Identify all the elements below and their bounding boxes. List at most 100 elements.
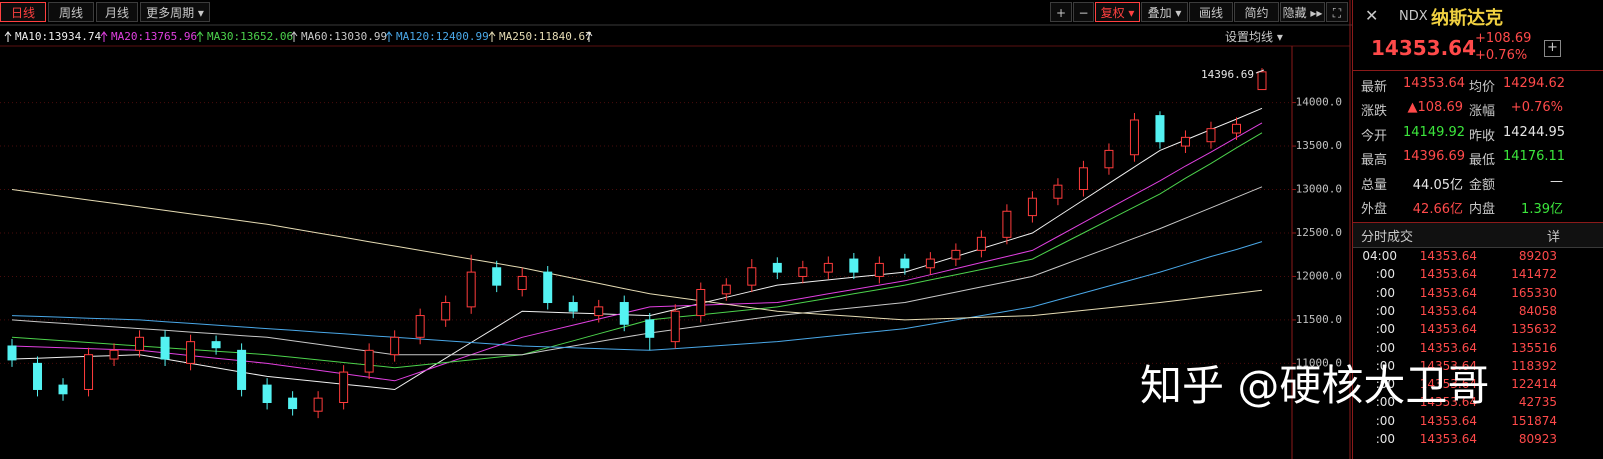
tool-button[interactable]: − <box>1073 2 1094 22</box>
trade-time: 04:00 <box>1362 249 1397 263</box>
add-button[interactable]: + <box>1544 40 1561 57</box>
y-tick-label: 11000.0 <box>1296 356 1342 369</box>
trade-time: :00 <box>1375 358 1395 373</box>
trades-header <box>1353 222 1603 248</box>
close-icon[interactable]: ✕ <box>1365 6 1379 25</box>
tool-button[interactable]: 画线 <box>1189 2 1233 22</box>
field-value: 14294.62 <box>1503 76 1566 91</box>
field-value: 14149.92 <box>1403 124 1466 140</box>
period-button[interactable]: 日线 <box>0 2 46 22</box>
legend-entry: MA20:13765.96 <box>111 30 197 43</box>
code: NDX <box>1399 9 1428 24</box>
candle-body <box>517 275 527 290</box>
candle-body <box>721 284 731 295</box>
trade-volume: 80923 <box>1518 432 1557 446</box>
candle-body <box>237 349 247 390</box>
candle-body <box>441 302 451 321</box>
candle-body <box>1155 115 1165 143</box>
candle-body <box>747 267 757 286</box>
tool-button[interactable]: + <box>1050 2 1072 22</box>
period-button[interactable]: 周线 <box>48 2 94 22</box>
candle-body <box>415 315 425 338</box>
candle-body <box>1129 119 1139 156</box>
field-value: +0.76% <box>1510 100 1563 116</box>
legend-entry: MA250:11840.67 <box>499 30 592 43</box>
trades-detail[interactable]: 详 <box>1547 230 1561 245</box>
last-price: 14353.64 <box>1371 36 1477 60</box>
annotation-leader <box>1255 69 1265 74</box>
legend-arrow <box>585 31 593 42</box>
divider <box>1353 70 1603 71</box>
trade-time: :00 <box>1375 267 1395 282</box>
trade-volume: 122414 <box>1511 377 1557 392</box>
candle-body <box>1257 71 1267 91</box>
field-value: 14396.69 <box>1403 149 1466 165</box>
change: +108.69 <box>1475 31 1532 46</box>
trade-price: 14353.64 <box>1419 267 1477 282</box>
tool-button[interactable]: 叠加 ▾ <box>1141 2 1188 22</box>
candle-body <box>109 349 119 360</box>
candle-body <box>543 271 553 304</box>
plot-background <box>0 0 1352 459</box>
candle-body <box>58 384 68 395</box>
period-button[interactable]: 更多周期 ▾ <box>140 2 210 22</box>
field-label: 昨收 <box>1469 128 1496 144</box>
trade-volume: 135516 <box>1511 340 1557 355</box>
trade-price: 14353.64 <box>1419 285 1477 300</box>
index-name: 纳斯达克 <box>1431 8 1503 29</box>
field-value: 14353.64 <box>1403 76 1466 91</box>
y-tick-label: 13500.0 <box>1296 139 1342 152</box>
trade-time: :00 <box>1375 377 1395 392</box>
tool-button[interactable]: ⛶ <box>1326 2 1348 22</box>
ma-line <box>11 132 1263 369</box>
candle-body <box>976 236 986 251</box>
trade-price: 14353.64 <box>1419 432 1477 446</box>
candle-body <box>925 258 935 269</box>
tool-button[interactable]: 简约 <box>1234 2 1279 22</box>
trade-volume: 89203 <box>1518 249 1557 263</box>
candle-body <box>160 336 170 360</box>
candle-body <box>874 262 884 277</box>
tool-button[interactable]: 复权 ▾ <box>1095 2 1140 22</box>
field-label: 内盘 <box>1469 202 1496 217</box>
candle-body <box>466 271 476 308</box>
trades-title: 分时成交 <box>1361 230 1414 245</box>
legend-entry: MA120:12400.99 <box>396 30 489 43</box>
field-value: 14176.11 <box>1503 149 1566 165</box>
field-label: 今开 <box>1361 128 1388 144</box>
field-label: 最高 <box>1361 153 1388 169</box>
legend-arrow <box>196 31 204 42</box>
candle-body <box>135 336 145 351</box>
candle-body <box>798 267 808 277</box>
legend-arrow <box>290 31 298 42</box>
legend-entry: MA60:13030.99 <box>301 30 387 43</box>
legend-arrow <box>4 31 12 42</box>
ma-line <box>11 186 1263 356</box>
period-button[interactable]: 月线 <box>96 2 138 22</box>
candle-body <box>33 362 43 390</box>
y-tick-label: 12000.0 <box>1296 269 1342 282</box>
field-label: 最低 <box>1469 153 1496 169</box>
quote-panel: ✕ NDX 纳斯达克 14353.64 +108.69 +0.76% + 最新 1… <box>1352 0 1603 459</box>
candle-body <box>696 288 706 317</box>
trade-price: 14353.64 <box>1419 340 1477 355</box>
high-annotation: 14396.69 <box>1201 68 1254 81</box>
candle-body <box>1078 167 1088 191</box>
candle-body <box>288 397 298 410</box>
ma-settings[interactable]: 设置均线 ▾ <box>1225 30 1283 44</box>
candle-body <box>364 349 374 373</box>
candle-body <box>262 384 272 403</box>
field-label: 外盘 <box>1361 202 1388 217</box>
field-value: ▲108.69 <box>1407 100 1464 116</box>
candle-body <box>211 341 221 349</box>
ma-line <box>11 241 1263 351</box>
trade-price: 14353.64 <box>1419 377 1477 392</box>
trade-price: 14353.64 <box>1419 413 1477 428</box>
trade-volume: 42735 <box>1518 395 1557 410</box>
legend-arrow <box>488 31 496 42</box>
legend-arrow <box>100 31 108 42</box>
field-value: 1.39亿 <box>1521 202 1563 217</box>
candle-body <box>492 267 502 286</box>
tool-button[interactable]: 隐藏 ▸▸ <box>1280 2 1325 22</box>
candle-body <box>186 341 196 364</box>
